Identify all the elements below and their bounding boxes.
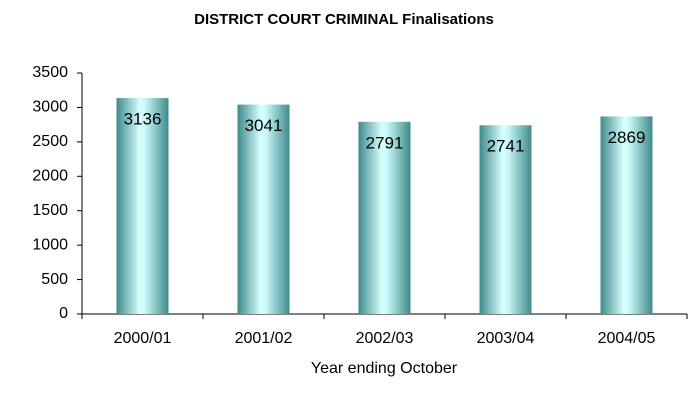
- x-axis-label: Year ending October: [311, 360, 458, 377]
- x-tick-label: 2001/02: [235, 330, 293, 347]
- y-tick-label: 2000: [32, 168, 68, 185]
- bar: [358, 121, 411, 314]
- value-label: 2741: [487, 137, 525, 156]
- x-tick-label: 2000/01: [114, 330, 172, 347]
- value-label: 3041: [245, 116, 283, 135]
- value-label: 3136: [124, 110, 162, 129]
- bar: [600, 116, 653, 315]
- bar: [116, 98, 169, 315]
- value-label: 2791: [366, 133, 404, 152]
- x-tick-label: 2004/05: [598, 330, 656, 347]
- y-tick-label: 0: [59, 305, 68, 322]
- y-tick-label: 2500: [32, 133, 68, 150]
- y-tick-label: 500: [41, 271, 68, 288]
- y-tick-label: 3000: [32, 99, 68, 116]
- y-tick-label: 3500: [32, 64, 68, 81]
- y-tick-label: 1000: [32, 236, 68, 253]
- bar: [479, 125, 532, 314]
- x-tick-label: 2002/03: [356, 330, 414, 347]
- x-tick-label: 2003/04: [477, 330, 535, 347]
- chart-title: DISTRICT COURT CRIMINAL Finalisations: [194, 11, 494, 28]
- y-tick-label: 1500: [32, 202, 68, 219]
- bar: [237, 104, 290, 314]
- value-label: 2869: [608, 128, 646, 147]
